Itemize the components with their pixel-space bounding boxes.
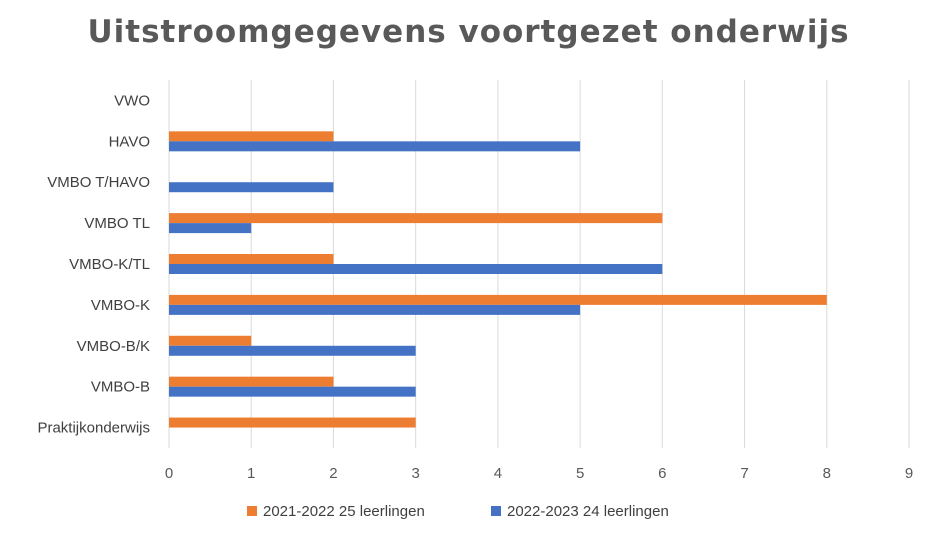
category-label: VMBO TL [84, 215, 150, 232]
x-tick-label: 7 [740, 465, 748, 482]
bar [169, 417, 416, 428]
bar [169, 182, 334, 193]
category-label: VWO [114, 92, 150, 109]
category-label: VMBO-B [91, 379, 150, 396]
bar [169, 131, 334, 142]
category-label: Praktijkonderwijs [37, 420, 150, 437]
category-label: VMBO T/HAVO [47, 174, 150, 191]
x-tick-label: 6 [658, 465, 666, 482]
category-label: VMBO-K/TL [69, 256, 150, 273]
bar [169, 376, 334, 387]
chart-title: Uitstroomgegevens voortgezet onderwijs [87, 14, 850, 50]
bar [169, 345, 416, 356]
bar [169, 264, 663, 274]
x-tick-label: 0 [165, 465, 173, 482]
legend-label: 2022-2023 24 leerlingen [507, 503, 669, 520]
legend-swatch [247, 506, 257, 516]
legend-swatch [491, 506, 501, 516]
bar [169, 294, 827, 305]
legend-label: 2021-2022 25 leerlingen [263, 503, 425, 520]
x-tick-label: 2 [329, 465, 337, 482]
x-tick-label: 4 [494, 465, 502, 482]
bar [169, 213, 663, 224]
bar [169, 254, 334, 264]
category-label: VMBO-K [91, 297, 150, 314]
bar [169, 141, 581, 152]
bar [169, 386, 416, 397]
category-label: HAVO [109, 133, 150, 150]
bar [169, 335, 252, 346]
bar [169, 223, 252, 234]
x-tick-label: 5 [576, 465, 584, 482]
bar [169, 304, 581, 315]
category-label: VMBO-B/K [77, 338, 150, 355]
x-tick-label: 9 [905, 465, 913, 482]
x-tick-label: 8 [823, 465, 831, 482]
x-tick-label: 3 [411, 465, 419, 482]
x-tick-label: 1 [247, 465, 255, 482]
